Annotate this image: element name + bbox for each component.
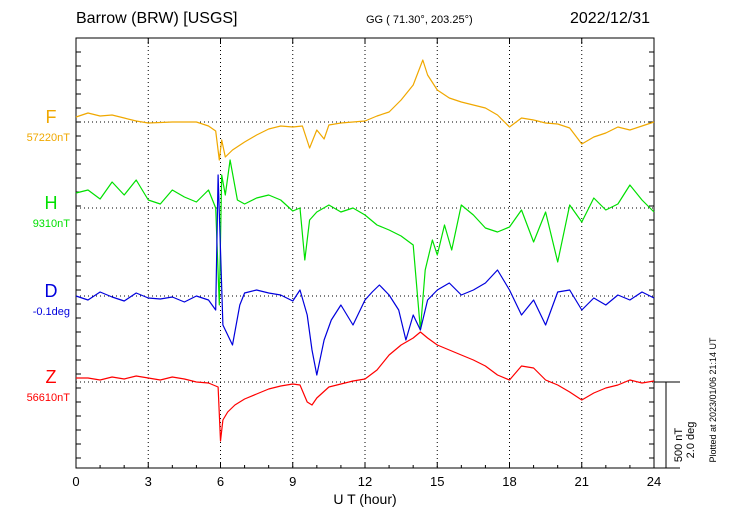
series-line-d — [75, 174, 655, 376]
series-baseline-d: -0.1deg — [33, 306, 70, 318]
scale-label-deg: 2.0 deg — [685, 422, 697, 459]
date-label: 2022/12/31 — [570, 10, 651, 27]
series-line-h — [75, 159, 655, 331]
x-tick-label: 12 — [358, 474, 372, 489]
series-name-d: D — [45, 281, 58, 301]
series-name-z: Z — [46, 367, 57, 387]
x-tick-label: 18 — [502, 474, 516, 489]
x-tick-label: 3 — [145, 474, 152, 489]
station-title: Barrow (BRW) [USGS] — [76, 10, 238, 27]
x-tick-label: 21 — [575, 474, 589, 489]
series-name-h: H — [45, 193, 58, 213]
series-baseline-z: 56610nT — [27, 392, 71, 404]
x-axis-label: U T (hour) — [333, 491, 396, 507]
x-tick-label: 6 — [217, 474, 224, 489]
coordinates-label: GG ( 71.30°, 203.25°) — [366, 14, 473, 26]
series-baseline-f: 57220nT — [27, 132, 71, 144]
series-line-f — [75, 59, 655, 161]
x-tick-label: 9 — [289, 474, 296, 489]
series-name-f: F — [46, 107, 57, 127]
x-tick-label: 0 — [72, 474, 79, 489]
series-line-z — [76, 331, 655, 442]
scale-label-nt: 500 nT — [673, 428, 685, 463]
x-tick-label: 15 — [430, 474, 444, 489]
plotted-note: Plotted at 2023/01/06 21:14 UT — [708, 337, 718, 463]
x-tick-label: 24 — [647, 474, 661, 489]
series-baseline-h: 9310nT — [33, 218, 71, 230]
